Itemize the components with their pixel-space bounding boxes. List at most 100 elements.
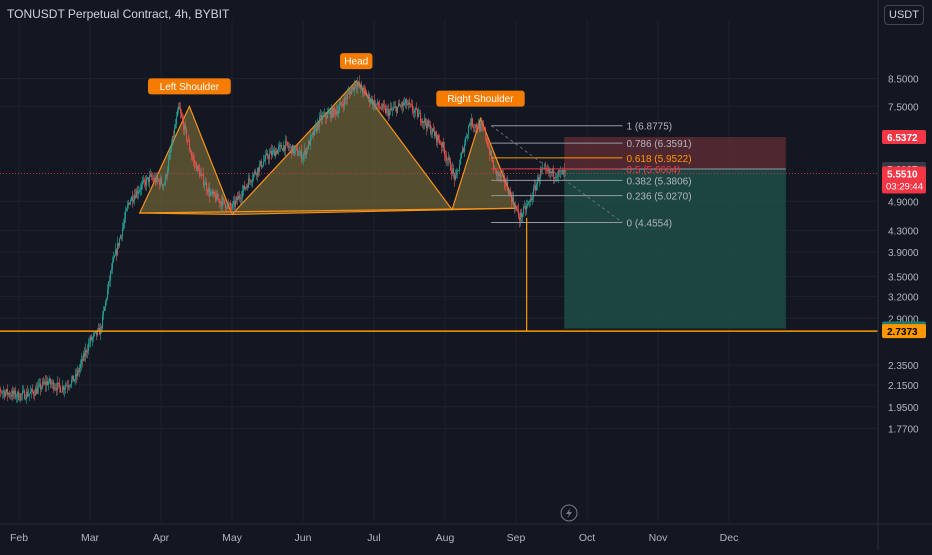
candle-body (34, 395, 35, 396)
candle (105, 300, 106, 311)
candle (507, 175, 508, 192)
candle (116, 248, 117, 261)
candle (359, 75, 360, 88)
candle-body (50, 379, 51, 384)
candle-body (418, 114, 419, 117)
candle (119, 238, 120, 248)
candle-body (371, 99, 372, 102)
candle (177, 108, 178, 117)
candle-body (506, 182, 507, 184)
candle (132, 191, 133, 208)
candle-body (461, 153, 462, 158)
candle-body (212, 192, 213, 194)
candle-body (421, 122, 422, 123)
candle-body (433, 128, 434, 131)
candle-body (171, 145, 172, 150)
candle (424, 114, 425, 130)
candle-body (134, 195, 135, 200)
candle (425, 117, 426, 126)
candle (244, 181, 245, 190)
candle-body (263, 161, 264, 165)
candle-body (238, 196, 239, 200)
candle (452, 162, 453, 176)
candle (14, 388, 15, 400)
candle-body (211, 192, 212, 194)
candle-body (126, 209, 127, 212)
price-badge[interactable]: 2.7373 (882, 324, 926, 338)
candle-body (164, 184, 165, 185)
candle (419, 110, 420, 114)
candle-body (181, 113, 182, 117)
candle (432, 128, 433, 138)
candle (384, 100, 385, 110)
candle (522, 213, 523, 222)
candle-body (210, 193, 211, 195)
candle-body (97, 330, 98, 336)
candle-body (287, 142, 288, 146)
candle-body (74, 380, 75, 382)
price-badge[interactable]: 6.5372 (882, 130, 926, 144)
candle (518, 203, 519, 219)
candle-body (527, 204, 528, 206)
candle-body (205, 183, 206, 185)
candle (439, 135, 440, 145)
candle-body (60, 386, 61, 392)
candle-body (86, 350, 87, 352)
candle-body (509, 190, 510, 194)
candle-body (6, 389, 7, 392)
candle (378, 102, 379, 110)
candle (64, 385, 65, 397)
candle-body (69, 386, 70, 387)
candle-body (311, 135, 312, 136)
candle (262, 165, 263, 168)
candle-body (258, 168, 259, 172)
candle-body (131, 197, 132, 201)
candle (71, 376, 72, 388)
candle (285, 135, 286, 156)
candle-body (94, 333, 95, 335)
candle-body (7, 389, 8, 394)
candle-body (377, 102, 378, 105)
candle (112, 256, 113, 274)
candle (426, 119, 427, 136)
candle (553, 165, 554, 184)
candle (82, 356, 83, 368)
candle-body (168, 160, 169, 171)
candle (286, 136, 287, 146)
candle-body (93, 334, 94, 337)
candle-body (384, 106, 385, 107)
candle-body (1, 391, 2, 392)
candle-body (529, 201, 530, 203)
price-badge-text: 6.5372 (887, 133, 918, 144)
candle (268, 154, 269, 164)
candle-body (313, 132, 314, 135)
price-axis[interactable]: 8.50007.50004.90004.30003.90003.50003.20… (878, 0, 932, 550)
candle (509, 189, 510, 195)
misc (561, 505, 577, 521)
lightning-icon[interactable] (561, 505, 577, 521)
candle-body (101, 327, 102, 328)
symbol-title[interactable]: TONUSDT Perpetual Contract, 4h, BYBIT (7, 7, 229, 21)
candle-body (455, 175, 456, 180)
candle-body (20, 394, 21, 399)
candle-body (563, 170, 564, 174)
candle-body (323, 115, 324, 116)
candle-body (63, 386, 64, 390)
candle-body (497, 172, 498, 175)
price-tick-label: 1.9500 (888, 403, 919, 414)
candle-body (424, 119, 425, 123)
candle-body (547, 170, 548, 172)
candle (141, 181, 142, 196)
candle-body (477, 127, 478, 128)
candle (542, 162, 543, 174)
price-tick-label: 2.1500 (888, 381, 919, 392)
currency-button[interactable]: USDT (884, 5, 924, 25)
candle-body (508, 190, 509, 195)
candle-body (321, 115, 322, 120)
candle-body (475, 125, 476, 128)
candle (559, 168, 560, 175)
candle-body (180, 109, 181, 113)
